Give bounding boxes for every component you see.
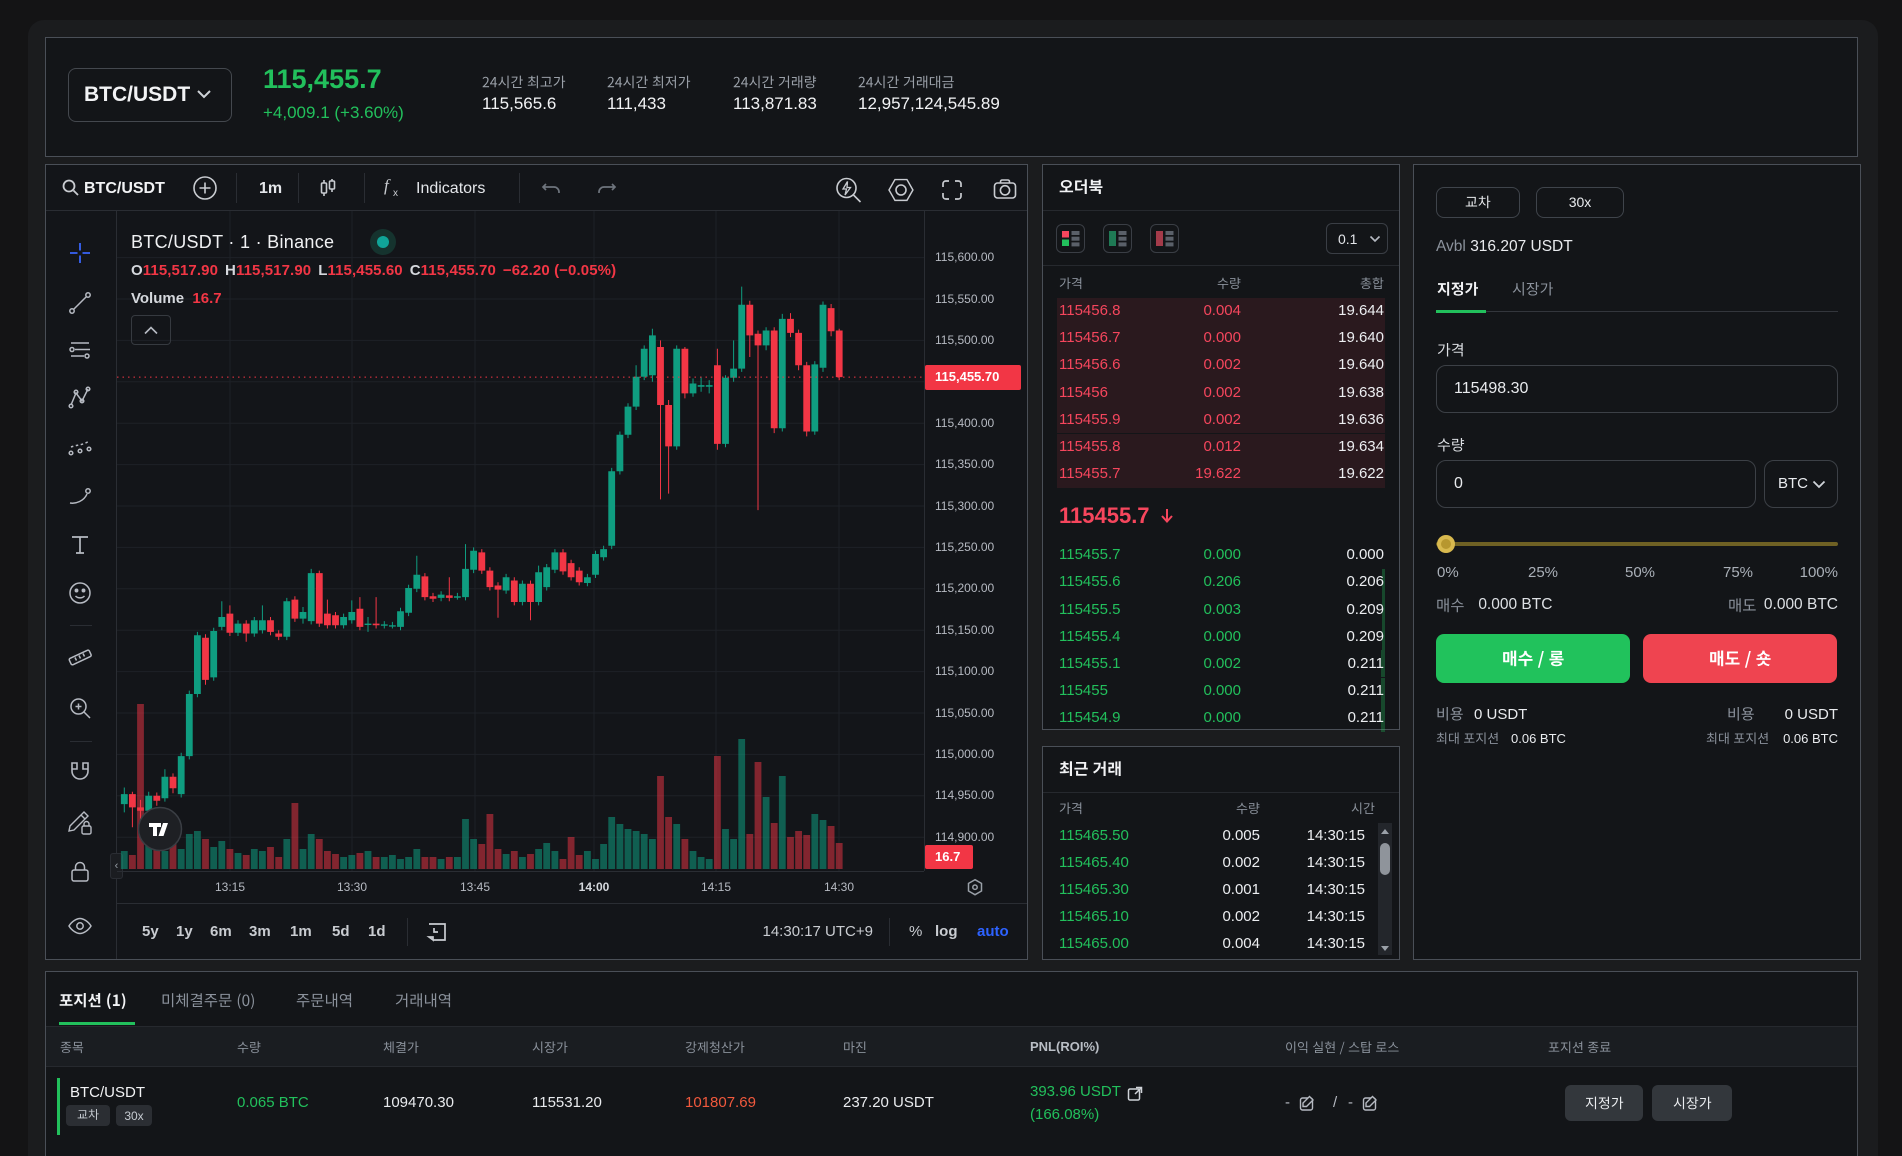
svg-text:f: f <box>384 176 391 195</box>
svg-text:x: x <box>393 188 398 199</box>
